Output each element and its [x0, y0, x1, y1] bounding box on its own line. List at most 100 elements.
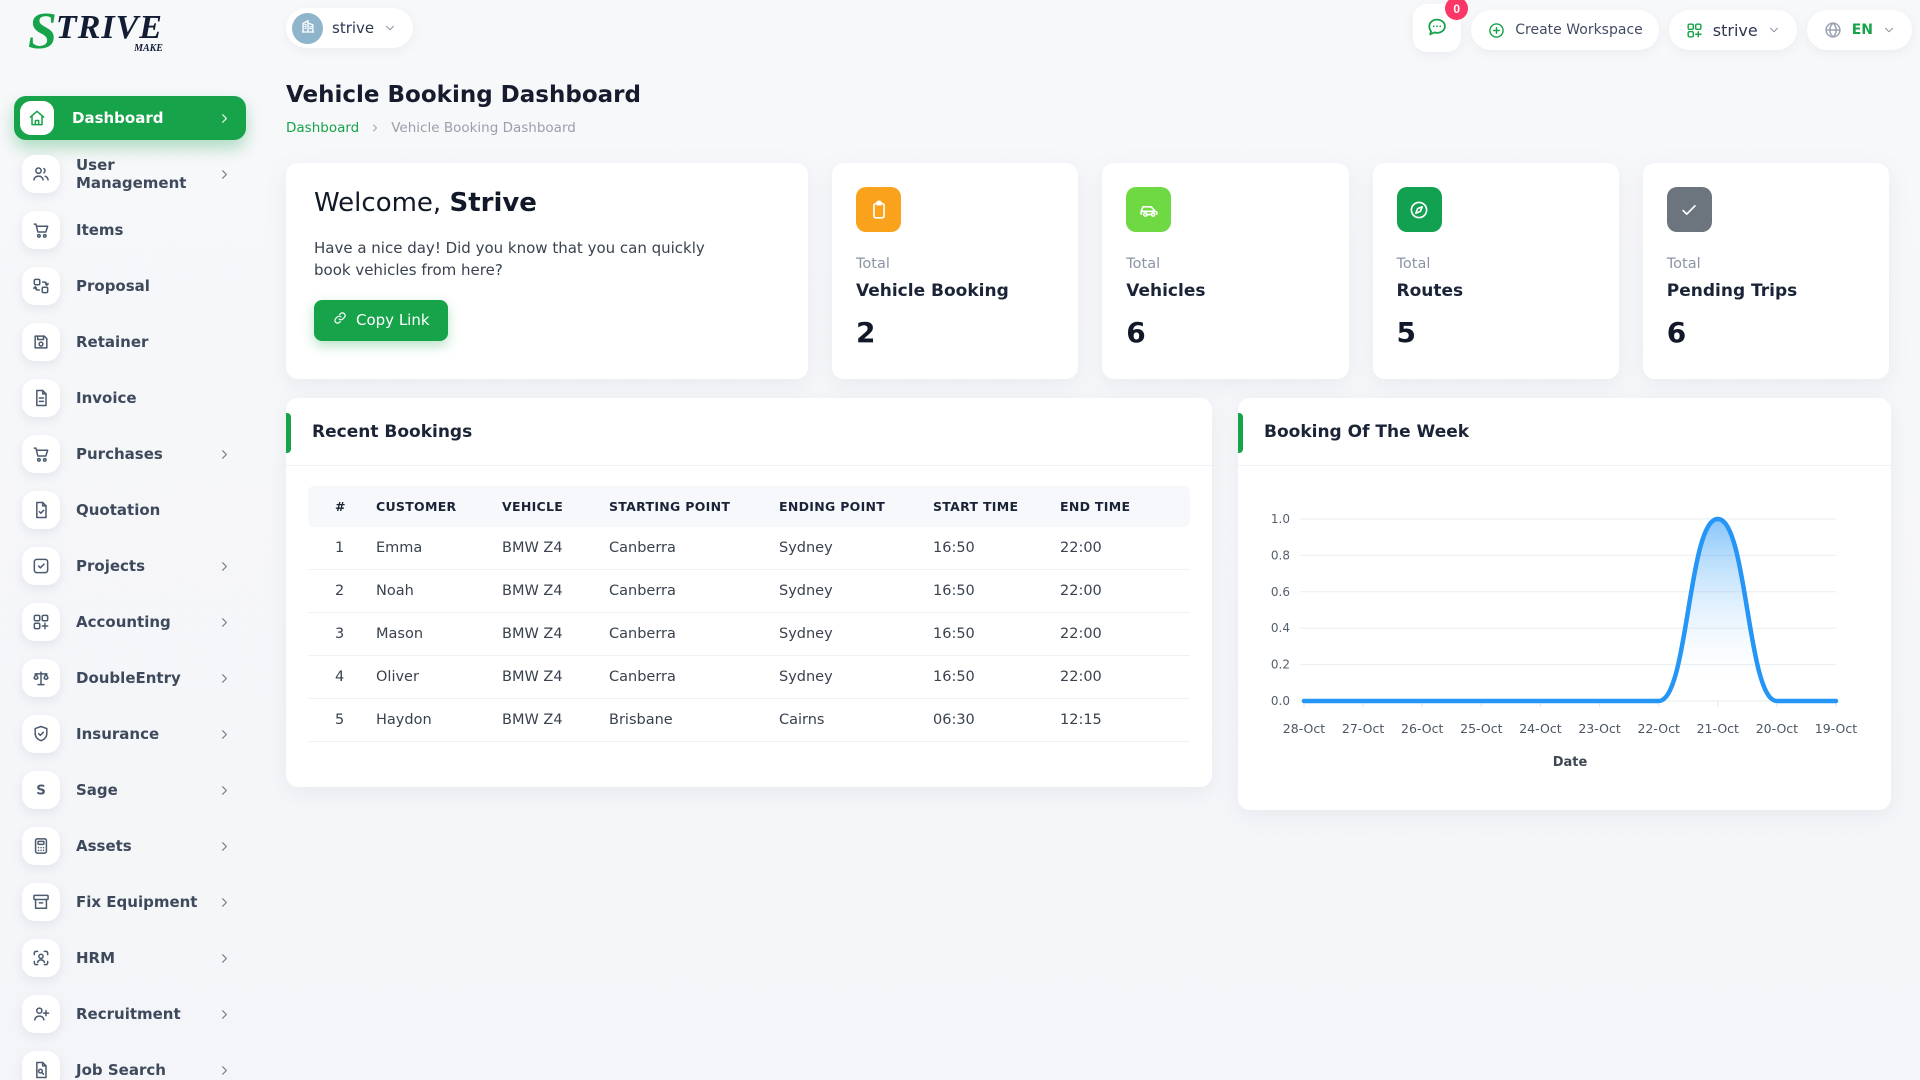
sidebar-item-job-search[interactable]: Job Search [14, 1048, 246, 1080]
summary-row: Welcome, Strive Have a nice day! Did you… [286, 163, 1889, 379]
users-icon [22, 155, 60, 193]
svg-text:Date: Date [1553, 755, 1588, 770]
sidebar-item-label: Invoice [76, 389, 137, 407]
clipboard-icon [856, 187, 901, 232]
sidebar-item-assets[interactable]: Assets [14, 824, 246, 868]
table-cell: Sydney [767, 612, 921, 656]
home-icon [20, 101, 54, 135]
sidebar-item-recruitment[interactable]: Recruitment [14, 992, 246, 1036]
sidebar-item-hrm[interactable]: HRM [14, 936, 246, 980]
workspace-avatar [292, 12, 323, 44]
column-header-starting-point: STARTING POINT [597, 486, 767, 527]
copy-link-button[interactable]: Copy Link [314, 299, 448, 341]
sidebar-item-doubleentry[interactable]: DoubleEntry [14, 656, 246, 700]
chevron-right-icon [217, 783, 232, 798]
sidebar-item-label: Items [76, 221, 124, 239]
table-cell: Emma [364, 527, 490, 570]
table-cell: BMW Z4 [490, 698, 597, 742]
table-cell: BMW Z4 [490, 655, 597, 699]
booking-week-title: Booking Of The Week [1264, 421, 1470, 442]
sidebar-item-label: Job Search [76, 1061, 166, 1079]
messages-button[interactable]: 0 [1413, 0, 1469, 52]
stat-cards: Total Vehicle Booking 2 Total Vehicles 6 Total… [832, 163, 1889, 379]
link-icon [332, 310, 348, 330]
language-code: EN [1851, 22, 1873, 38]
header-accent-bar [286, 413, 291, 453]
stat-value: 5 [1396, 316, 1416, 349]
sidebar: S TRIVE MAKE Dashboard User Management Ite… [0, 0, 262, 1080]
table-cell: 22:00 [1048, 612, 1190, 656]
table-row: 2 Noah BMW Z4 Canberra Sydney 16:50 22:00 [308, 569, 1190, 613]
sidebar-item-label: DoubleEntry [76, 669, 181, 687]
stat-label: Pending Trips [1666, 281, 1798, 301]
language-selector[interactable]: EN [1806, 10, 1912, 50]
svg-text:21-Oct: 21-Oct [1697, 721, 1739, 736]
svg-text:0.2: 0.2 [1271, 658, 1290, 672]
table-cell: Canberra [597, 569, 767, 613]
page-title: Vehicle Booking Dashboard [286, 82, 641, 108]
breadcrumb-dashboard-link[interactable]: Dashboard [286, 120, 360, 136]
table-cell: 16:50 [921, 655, 1048, 699]
sidebar-menu: Dashboard User Management Items Proposal Ret… [14, 96, 246, 1080]
sidebar-item-purchases[interactable]: Purchases [14, 432, 246, 476]
table-cell: Sydney [767, 569, 921, 613]
welcome-heading: Welcome, Strive [314, 188, 537, 218]
breadcrumb-separator-icon [369, 122, 381, 134]
grid-plus-icon [22, 603, 60, 641]
column-header-vehicle: VEHICLE [490, 486, 597, 527]
svg-text:0.6: 0.6 [1271, 585, 1290, 599]
sidebar-item-projects[interactable]: Projects [14, 544, 246, 588]
column-header-customer: CUSTOMER [364, 486, 490, 527]
stat-top-label: Total [856, 256, 890, 272]
chevron-right-icon [217, 671, 232, 686]
sidebar-item-label: Dashboard [72, 109, 164, 127]
check-square-icon [22, 547, 60, 585]
sidebar-item-quotation[interactable]: Quotation [14, 488, 246, 532]
sidebar-item-invoice[interactable]: Invoice [14, 376, 246, 420]
sidebar-item-accounting[interactable]: Accounting [14, 600, 246, 644]
table-cell: Canberra [597, 527, 767, 570]
sidebar-item-sage[interactable]: S Sage [14, 768, 246, 812]
brand-logo[interactable]: S TRIVE MAKE [28, 6, 163, 58]
svg-text:23-Oct: 23-Oct [1578, 721, 1620, 736]
sidebar-item-label: Proposal [76, 277, 150, 295]
sidebar-item-retainer[interactable]: Retainer [14, 320, 246, 364]
booking-week-chart: 0.0 0.2 0.4 0.6 0.8 1.0 28-Oct 27-Oct 26-Oct 25-O… [1238, 466, 1891, 814]
table-row: 4 Oliver BMW Z4 Canberra Sydney 16:50 22:00 [308, 655, 1190, 699]
table-cell: 22:00 [1048, 655, 1190, 699]
create-workspace-label: Create Workspace [1515, 22, 1643, 38]
workspace-switcher[interactable]: strive [286, 8, 414, 48]
table-cell: 16:50 [921, 612, 1048, 656]
table-cell: Cairns [767, 698, 921, 742]
svg-text:0.8: 0.8 [1271, 548, 1290, 562]
user-plus-icon [22, 995, 60, 1033]
stat-value: 6 [1126, 316, 1146, 349]
table-cell: 1 [308, 527, 364, 570]
sidebar-item-proposal[interactable]: Proposal [14, 264, 246, 308]
sidebar-item-dashboard[interactable]: Dashboard [14, 96, 246, 140]
chevron-right-icon [217, 727, 232, 742]
bookings-table-head: # CUSTOMER VEHICLE STARTING POINT ENDING POI… [308, 486, 1190, 527]
stat-label: Routes [1396, 281, 1464, 301]
workspace-menu-button[interactable]: strive [1668, 10, 1797, 50]
globe-icon [1823, 20, 1843, 40]
sidebar-item-items[interactable]: Items [14, 208, 246, 252]
scale-icon [22, 659, 60, 697]
svg-text:22-Oct: 22-Oct [1637, 721, 1679, 736]
table-cell: 12:15 [1048, 698, 1190, 742]
booking-week-card: Booking Of The Week 0.0 0.2 0.4 0.6 0.8 1.0 28… [1238, 398, 1891, 810]
sidebar-item-user-management[interactable]: User Management [14, 152, 246, 196]
table-cell: 16:50 [921, 527, 1048, 570]
grid-add-icon [1685, 21, 1704, 40]
brand-logo-text: TRIVE [55, 9, 163, 46]
sidebar-item-fix-equipment[interactable]: Fix Equipment [14, 880, 246, 924]
svg-text:19-Oct: 19-Oct [1815, 721, 1857, 736]
header-accent-bar [1238, 413, 1243, 453]
chevron-right-icon [217, 111, 232, 126]
stat-label: Vehicle Booking [856, 281, 1009, 301]
chevron-down-icon [1767, 23, 1781, 37]
stat-value: 6 [1666, 316, 1687, 349]
sidebar-item-insurance[interactable]: Insurance [14, 712, 246, 756]
create-workspace-button[interactable]: Create Workspace [1471, 10, 1659, 50]
car-icon [1126, 187, 1172, 232]
